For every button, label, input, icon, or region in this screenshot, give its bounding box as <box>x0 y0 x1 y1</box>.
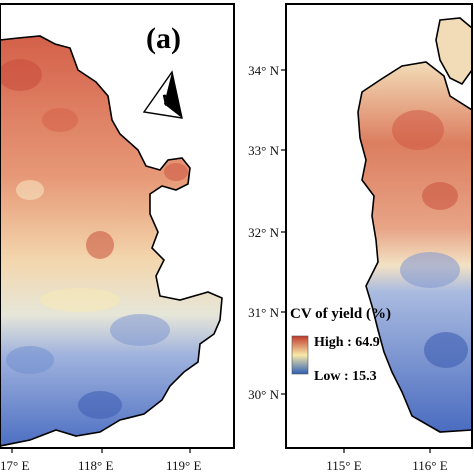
x-tick-label: 118° E <box>78 458 113 473</box>
panel-a: (a) N 117° E 118° E 119° E <box>0 3 235 473</box>
legend-title: CV of yield (%) <box>290 306 391 322</box>
coldspot <box>400 252 460 288</box>
north-arrow-label: N <box>161 91 176 110</box>
hotspot <box>422 182 458 210</box>
legend-high-label: High : 64.9 <box>314 335 380 350</box>
y-tick-label: 33° N <box>248 143 279 158</box>
legend-low-label: Low : 15.3 <box>314 369 377 384</box>
panel-b-frame <box>285 3 473 449</box>
y-tick-label: 32° N <box>248 225 279 240</box>
hotspot <box>164 163 188 181</box>
hotspot <box>40 288 120 312</box>
y-tick-label: 31° N <box>248 305 279 320</box>
panel-b-region <box>357 17 472 433</box>
panel-a-label: (a) <box>146 22 181 55</box>
panel-a-frame <box>0 3 235 449</box>
coldspot <box>6 346 54 374</box>
north-arrow-icon: N <box>142 70 183 119</box>
hotspot <box>392 110 444 150</box>
x-tick-label: 117° E <box>0 458 29 473</box>
hotspot <box>86 231 114 259</box>
x-tick-label: 119° E <box>166 458 201 473</box>
hotspot <box>16 180 44 200</box>
panel-b: 34° N 33° N 32° N 31° N 30° N 115° E 116… <box>248 3 473 473</box>
coldspot <box>78 391 122 419</box>
x-tick-label: 115° E <box>326 458 361 473</box>
y-tick-label: 30° N <box>248 387 279 402</box>
x-tick-label: 116° E <box>412 458 447 473</box>
panel-a-region <box>0 35 223 447</box>
legend: CV of yield (%) High : 64.9 Low : 15.3 <box>290 306 391 384</box>
hotspot <box>0 59 42 91</box>
coldspot <box>424 332 468 368</box>
panel-b-province-shape <box>435 17 472 86</box>
hotspot <box>42 108 78 132</box>
y-tick-label: 34° N <box>248 63 279 78</box>
coldspot <box>110 314 170 346</box>
legend-colorbar <box>291 335 309 375</box>
